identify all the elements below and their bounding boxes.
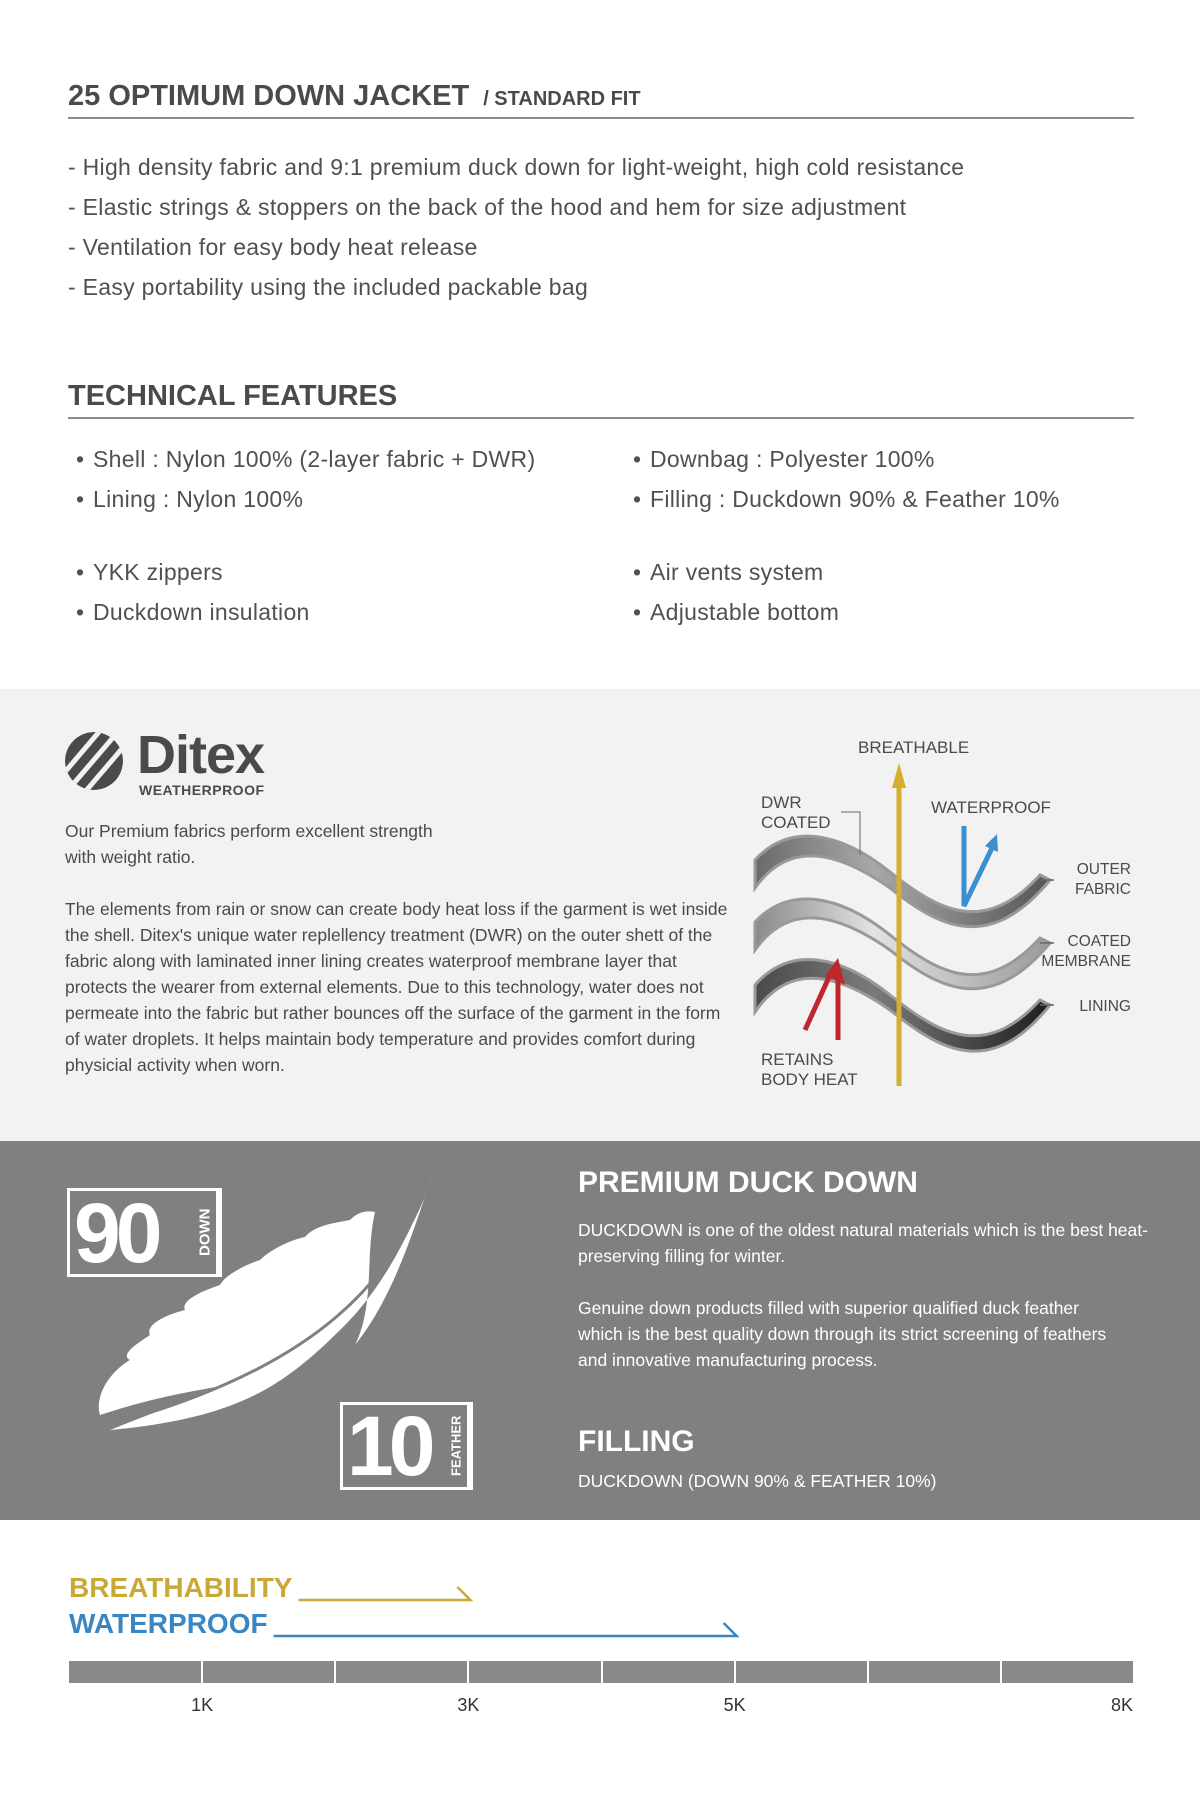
feather-label: FEATHER xyxy=(445,1405,470,1487)
feather-icon xyxy=(98,1173,433,1430)
rating-arrow-line xyxy=(273,1622,740,1638)
divider xyxy=(68,417,1134,419)
label-line: BODY HEAT xyxy=(761,1070,858,1089)
scale-tick-label: 5K xyxy=(723,1695,746,1715)
highlight-item: - Elastic strings & stoppers on the back… xyxy=(68,194,907,220)
outer-fabric-label: OUTER FABRIC xyxy=(1075,860,1131,900)
waterproof-label: WATERPROOF xyxy=(931,798,1051,817)
highlight-item: - Ventilation for easy body heat release xyxy=(68,234,478,260)
divider xyxy=(68,117,1134,119)
fit-label: / STANDARD FIT xyxy=(483,88,641,110)
ditex-logo-sub: WEATHERPROOF xyxy=(139,782,265,798)
intro-line: with weight ratio. xyxy=(65,847,196,867)
heat-arrowhead xyxy=(826,958,845,985)
label-line: RETAINS xyxy=(761,1050,834,1069)
scale-tick-label: 8K xyxy=(1110,1695,1134,1715)
ditex-intro: Our Premium fabrics perform excellent st… xyxy=(65,818,433,870)
down-percent: 90 xyxy=(74,1185,162,1280)
dwr-leader xyxy=(841,811,861,855)
intro-line: Our Premium fabrics perform excellent st… xyxy=(65,821,433,841)
scale-segment xyxy=(1001,1661,1133,1683)
ditex-logo-text: Ditex xyxy=(137,725,265,785)
bullet: • xyxy=(633,559,642,585)
waterproof-arrowhead xyxy=(985,834,998,852)
dwr-label: DWR COATED xyxy=(761,793,831,833)
product-title: 25 OPTIMUM DOWN JACKET / STANDARD FIT xyxy=(68,80,641,113)
scale-segment xyxy=(868,1661,1000,1683)
highlight-item: - Easy portability using the included pa… xyxy=(68,274,589,300)
layer-leaders xyxy=(1040,879,1054,1006)
lining-layer xyxy=(753,958,1053,1053)
premium-down-p2: Genuine down products filled with superi… xyxy=(578,1298,1107,1370)
scale-segment xyxy=(69,1661,202,1683)
retains-heat-label: RETAINS BODY HEAT xyxy=(761,1050,858,1090)
feature-text: Duckdown insulation xyxy=(93,599,310,625)
bullet: • xyxy=(633,599,642,625)
filling-value: DUCKDOWN (DOWN 90% & FEATHER 10%) xyxy=(578,1471,937,1491)
bullet: • xyxy=(633,486,642,512)
feature-text: Filling : Duckdown 90% & Feather 10% xyxy=(650,486,1060,512)
ditex-logo-icon xyxy=(65,732,123,790)
scale-segment xyxy=(336,1661,468,1683)
feather-percent: 10 xyxy=(347,1399,435,1493)
title-text: 25 OPTIMUM DOWN JACKET xyxy=(68,80,470,112)
feature-text: Lining : Nylon 100% xyxy=(93,486,304,512)
feature-text: Downbag : Polyester 100% xyxy=(650,446,935,472)
bullet: • xyxy=(76,446,85,472)
feature-text: Adjustable bottom xyxy=(650,599,840,625)
rating-arrow-line xyxy=(298,1586,474,1602)
label-line: FABRIC xyxy=(1075,881,1131,898)
lining-label: LINING xyxy=(1079,998,1131,1015)
label-line: COATED xyxy=(1067,933,1131,950)
label-line: OUTER xyxy=(1076,861,1131,878)
down-badge: 90 DOWN xyxy=(67,1188,222,1277)
heat-arrow xyxy=(802,973,841,1040)
feature-item: • YKK zippers xyxy=(76,559,223,586)
feature-item: • Air vents system xyxy=(633,559,824,586)
feature-text: YKK zippers xyxy=(93,559,223,585)
scale-tick-label: 3K xyxy=(457,1695,480,1715)
feature-item: • Adjustable bottom xyxy=(633,599,839,626)
feature-item: • Downbag : Polyester 100% xyxy=(633,446,935,473)
breathable-arrowhead xyxy=(892,763,906,788)
fabric-layer-diagram xyxy=(753,763,1054,1086)
bullet: • xyxy=(76,559,85,585)
label-line: DWR xyxy=(761,793,802,812)
feature-item: • Lining : Nylon 100% xyxy=(76,486,303,513)
scale-segment xyxy=(602,1661,734,1683)
bullet: • xyxy=(76,486,85,512)
premium-down-p1: DUCKDOWN is one of the oldest natural ma… xyxy=(578,1220,1148,1266)
scale-segment xyxy=(203,1661,335,1683)
membrane-label: COATED MEMBRANE xyxy=(1041,932,1131,972)
scale-segment xyxy=(469,1661,601,1683)
feature-item: • Shell : Nylon 100% (2-layer fabric + DW… xyxy=(76,446,535,473)
premium-down-title: PREMIUM DUCK DOWN xyxy=(578,1166,918,1199)
filling-title: FILLING xyxy=(578,1425,695,1458)
feature-text: Air vents system xyxy=(650,559,824,585)
feature-item: • Filling : Duckdown 90% & Feather 10% xyxy=(633,486,1060,513)
label-line: MEMBRANE xyxy=(1041,953,1131,970)
bullet: • xyxy=(76,599,85,625)
waterproof-arrow xyxy=(961,826,995,908)
technical-title: TECHNICAL FEATURES xyxy=(68,380,398,412)
bullet: • xyxy=(633,446,642,472)
feather-badge: 10 FEATHER xyxy=(340,1402,473,1490)
rating-label: BREATHABILITY xyxy=(69,1572,293,1603)
feature-text: Shell : Nylon 100% (2-layer fabric + DWR… xyxy=(93,446,536,472)
feature-item: • Duckdown insulation xyxy=(76,599,310,626)
label-line: COATED xyxy=(761,813,831,832)
scale-tick-label: 1K xyxy=(191,1695,214,1715)
ditex-body: The elements from rain or snow can creat… xyxy=(65,899,728,1075)
scale-segment xyxy=(735,1661,867,1683)
breathable-label: BREATHABLE xyxy=(858,738,970,757)
rating-label: WATERPROOF xyxy=(69,1608,268,1639)
highlight-item: - High density fabric and 9:1 premium du… xyxy=(68,154,965,180)
